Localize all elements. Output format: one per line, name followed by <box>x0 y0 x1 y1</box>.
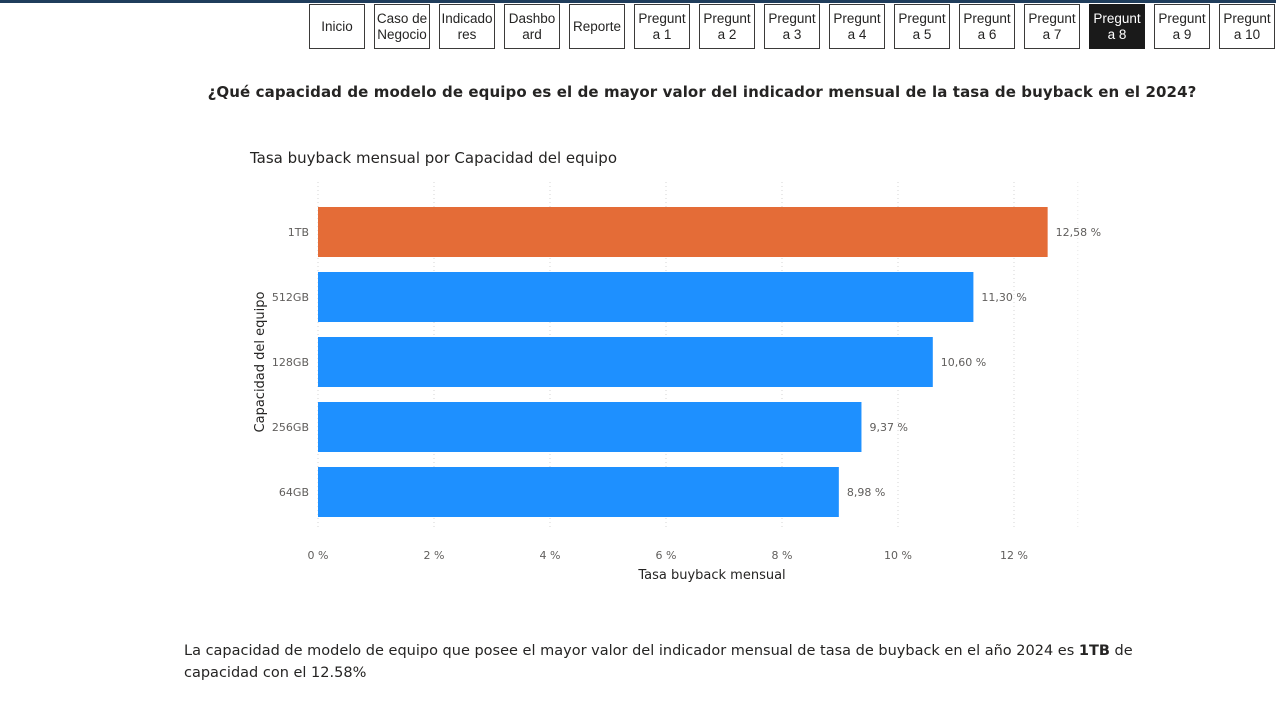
nav-button-pregunta-6[interactable]: Pregunta 6 <box>959 4 1015 49</box>
x-tick-label: 8 % <box>772 549 793 562</box>
nav-button-label: Dashboard <box>508 10 556 42</box>
answer-text-after: de capacidad con el 12.58% <box>184 643 1133 681</box>
bar-data-label: 8,98 % <box>847 486 885 499</box>
nav-button-label: Pregunta 2 <box>703 10 751 42</box>
nav-button-label: Pregunta 9 <box>1158 10 1206 42</box>
y-category-label: 128GB <box>272 356 309 369</box>
nav-button-label: Reporte <box>572 18 622 34</box>
nav-button-pregunta-2[interactable]: Pregunta 2 <box>699 4 755 49</box>
nav-button-dashboard[interactable]: Dashboard <box>504 4 560 49</box>
y-axis-title: Capacidad del equipo <box>253 291 268 432</box>
question-heading: ¿Qué capacidad de modelo de equipo es el… <box>207 83 1197 101</box>
nav-button-reporte[interactable]: Reporte <box>569 4 625 49</box>
y-category-label: 64GB <box>279 486 309 499</box>
bar-512gb <box>318 272 974 322</box>
x-tick-label: 6 % <box>656 549 677 562</box>
nav-button-label: Pregunta 8 <box>1093 10 1141 42</box>
bar-1tb <box>318 207 1048 257</box>
nav-button-label: Pregunta 10 <box>1223 10 1271 42</box>
chart-title: Tasa buyback mensual por Capacidad del e… <box>249 149 617 167</box>
answer-highlight: 1TB <box>1078 643 1110 659</box>
nav-button-pregunta-8[interactable]: Pregunta 8 <box>1089 4 1145 49</box>
nav-button-pregunta-9[interactable]: Pregunta 9 <box>1154 4 1210 49</box>
answer-text-before: La capacidad de modelo de equipo que pos… <box>184 643 1079 659</box>
y-category-label: 256GB <box>272 421 309 434</box>
nav-button-label: Caso de Negocio <box>376 10 428 42</box>
nav-button-pregunta-3[interactable]: Pregunta 3 <box>764 4 820 49</box>
answer-text: La capacidad de modelo de equipo que pos… <box>184 640 1194 684</box>
bar-data-label: 9,37 % <box>869 421 907 434</box>
x-tick-label: 10 % <box>884 549 912 562</box>
nav-button-label: Pregunta 7 <box>1028 10 1076 42</box>
x-axis-title: Tasa buyback mensual <box>637 568 785 583</box>
bar-128gb <box>318 337 933 387</box>
y-category-label: 1TB <box>288 226 309 239</box>
nav-button-caso-de-negocio[interactable]: Caso de Negocio <box>374 4 430 49</box>
nav-button-pregunta-4[interactable]: Pregunta 4 <box>829 4 885 49</box>
nav-button-inicio[interactable]: Inicio <box>309 4 365 49</box>
nav-button-label: Pregunta 4 <box>833 10 881 42</box>
bar-data-label: 10,60 % <box>941 356 986 369</box>
nav-button-label: Pregunta 5 <box>898 10 946 42</box>
bar-chart: Tasa buyback mensual por Capacidad del e… <box>249 149 1101 583</box>
bar-256gb <box>318 402 862 452</box>
x-tick-label: 4 % <box>540 549 561 562</box>
x-tick-label: 12 % <box>1000 549 1028 562</box>
y-category-label: 512GB <box>272 291 309 304</box>
nav-button-label: Indicadores <box>441 10 493 42</box>
nav-button-pregunta-5[interactable]: Pregunta 5 <box>894 4 950 49</box>
nav-button-pregunta-10[interactable]: Pregunta 10 <box>1219 4 1275 49</box>
bar-data-label: 12,58 % <box>1056 226 1101 239</box>
nav-button-pregunta-1[interactable]: Pregunta 1 <box>634 4 690 49</box>
nav-button-label: Pregunta 6 <box>963 10 1011 42</box>
x-tick-label: 0 % <box>308 549 329 562</box>
nav-button-indicadores[interactable]: Indicadores <box>439 4 495 49</box>
x-tick-label: 2 % <box>424 549 445 562</box>
nav-button-label: Inicio <box>321 18 353 34</box>
bar-data-label: 11,30 % <box>981 291 1026 304</box>
nav-button-label: Pregunta 3 <box>768 10 816 42</box>
bar-64gb <box>318 467 839 517</box>
nav-button-pregunta-7[interactable]: Pregunta 7 <box>1024 4 1080 49</box>
nav-button-label: Pregunta 1 <box>638 10 686 42</box>
top-accent-line <box>0 0 1276 3</box>
